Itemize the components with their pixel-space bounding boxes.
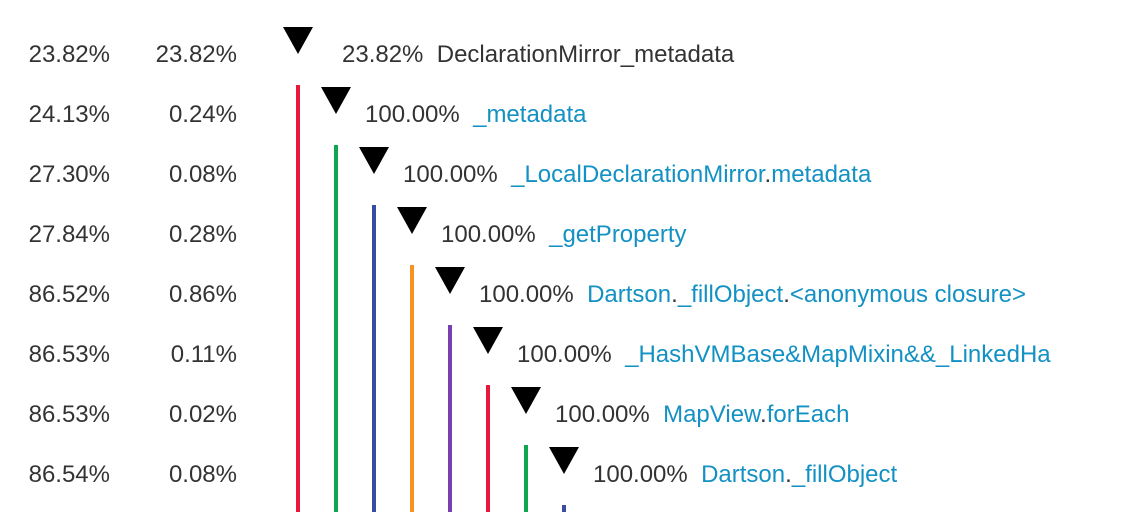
- exclusive-percent: 0.08%: [168, 161, 237, 188]
- node-label: 100.00% _LocalDeclarationMirror.metadata: [403, 161, 871, 189]
- exclusive-percent: 0.24%: [168, 101, 237, 128]
- node-label: 100.00% MapView.forEach: [555, 401, 849, 429]
- function-link[interactable]: _fillObject: [791, 461, 898, 488]
- node-label: 23.82% DeclarationMirror_metadata: [342, 41, 734, 69]
- node-label: 100.00% _getProperty: [441, 221, 687, 249]
- depth-guide-line: [334, 145, 338, 512]
- function-name: _LocalDeclarationMirror.metadata: [511, 161, 871, 188]
- expanded-triangle-icon[interactable]: [397, 207, 427, 234]
- function-link[interactable]: <anonymous closure>: [789, 281, 1027, 308]
- expanded-triangle-icon[interactable]: [473, 327, 503, 354]
- depth-guide-line: [562, 505, 566, 512]
- function-name: Dartson._fillObject: [701, 461, 897, 488]
- exclusive-percent: 0.02%: [168, 401, 237, 428]
- node-percent: 23.82%: [342, 41, 424, 68]
- name-separator: .: [783, 281, 790, 308]
- exclusive-percent: 23.82%: [155, 41, 237, 68]
- function-name: Dartson._fillObject.<anonymous closure>: [587, 281, 1026, 308]
- name-separator: .: [785, 461, 792, 488]
- function-name: _HashVMBase&MapMixin&&_LinkedHa: [625, 341, 1051, 368]
- expanded-triangle-icon[interactable]: [359, 147, 389, 174]
- function-link[interactable]: Dartson: [701, 461, 786, 488]
- inclusive-percent: 23.82%: [28, 41, 110, 68]
- exclusive-percent: 0.08%: [168, 461, 237, 488]
- function-name: _getProperty: [549, 221, 686, 248]
- inclusive-percent: 27.30%: [28, 161, 110, 188]
- tree-row[interactable]: 86.54% 0.08% 100.00% Dartson._fillObject: [0, 447, 1131, 507]
- exclusive-percent: 0.28%: [168, 221, 237, 248]
- depth-guide-line: [448, 325, 452, 512]
- node-percent: 100.00%: [479, 281, 574, 308]
- node-percent: 100.00%: [365, 101, 460, 128]
- depth-guide-line: [524, 445, 528, 512]
- tree-row[interactable]: 86.52% 0.86% 100.00% Dartson._fillObject…: [0, 267, 1131, 327]
- expanded-triangle-icon[interactable]: [321, 87, 351, 114]
- function-link[interactable]: _getProperty: [549, 221, 687, 248]
- function-link[interactable]: _fillObject: [677, 281, 784, 308]
- inclusive-percent: 24.13%: [28, 101, 110, 128]
- function-link[interactable]: Dartson: [587, 281, 672, 308]
- function-link[interactable]: _LocalDeclarationMirror: [511, 161, 765, 188]
- node-percent: 100.00%: [403, 161, 498, 188]
- exclusive-percent: 0.11%: [170, 341, 237, 368]
- inclusive-percent: 86.53%: [28, 341, 110, 368]
- tree-row[interactable]: 86.53% 0.11% 100.00% _HashVMBase&MapMixi…: [0, 327, 1131, 387]
- node-percent: 100.00%: [517, 341, 612, 368]
- function-name: DeclarationMirror_metadata: [437, 41, 734, 68]
- inclusive-percent: 86.54%: [28, 461, 110, 488]
- node-label: 100.00% _HashVMBase&MapMixin&&_LinkedHa: [517, 341, 1051, 369]
- expanded-triangle-icon[interactable]: [549, 447, 579, 474]
- function-name: _metadata: [473, 101, 586, 128]
- depth-guide-line: [372, 205, 376, 512]
- tree-row[interactable]: 24.13% 0.24% 100.00% _metadata: [0, 87, 1131, 147]
- tree-row[interactable]: 27.30% 0.08% 100.00% _LocalDeclarationMi…: [0, 147, 1131, 207]
- depth-guide-line: [486, 385, 490, 512]
- node-percent: 100.00%: [555, 401, 650, 428]
- node-label: 100.00% Dartson._fillObject: [593, 461, 897, 489]
- tree-row[interactable]: 86.53% 0.02% 100.00% MapView.forEach: [0, 387, 1131, 447]
- exclusive-percent: 0.86%: [168, 281, 237, 308]
- name-separator: .: [671, 281, 678, 308]
- name-separator: .: [764, 161, 772, 188]
- function-link[interactable]: MapView: [663, 401, 761, 428]
- node-percent: 100.00%: [441, 221, 536, 248]
- expanded-triangle-icon[interactable]: [435, 267, 465, 294]
- node-percent: 100.00%: [593, 461, 688, 488]
- expanded-triangle-icon[interactable]: [283, 27, 313, 54]
- tree-row[interactable]: 23.82% 23.82% 23.82% DeclarationMirror_m…: [0, 27, 1131, 87]
- name-separator: .: [760, 401, 767, 428]
- function-link[interactable]: _metadata: [473, 101, 587, 128]
- tree-row[interactable]: 27.84% 0.28% 100.00% _getProperty: [0, 207, 1131, 267]
- depth-guide-line: [410, 265, 414, 512]
- function-name-text: DeclarationMirror_metadata: [436, 41, 735, 68]
- node-label: 100.00% _metadata: [365, 101, 587, 129]
- function-link[interactable]: _HashVMBase&MapMixin&&_LinkedHa: [625, 341, 1051, 368]
- node-label: 100.00% Dartson._fillObject.<anonymous c…: [479, 281, 1026, 309]
- inclusive-percent: 27.84%: [28, 221, 110, 248]
- function-link[interactable]: metadata: [771, 161, 872, 188]
- inclusive-percent: 86.53%: [28, 401, 110, 428]
- function-link[interactable]: forEach: [766, 401, 850, 428]
- depth-guide-line: [296, 85, 300, 512]
- expanded-triangle-icon[interactable]: [511, 387, 541, 414]
- function-name: MapView.forEach: [663, 401, 849, 428]
- inclusive-percent: 86.52%: [28, 281, 110, 308]
